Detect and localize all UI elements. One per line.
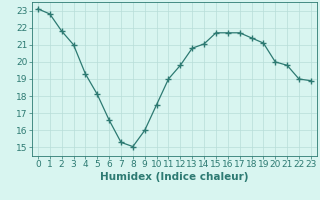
X-axis label: Humidex (Indice chaleur): Humidex (Indice chaleur) — [100, 172, 249, 182]
